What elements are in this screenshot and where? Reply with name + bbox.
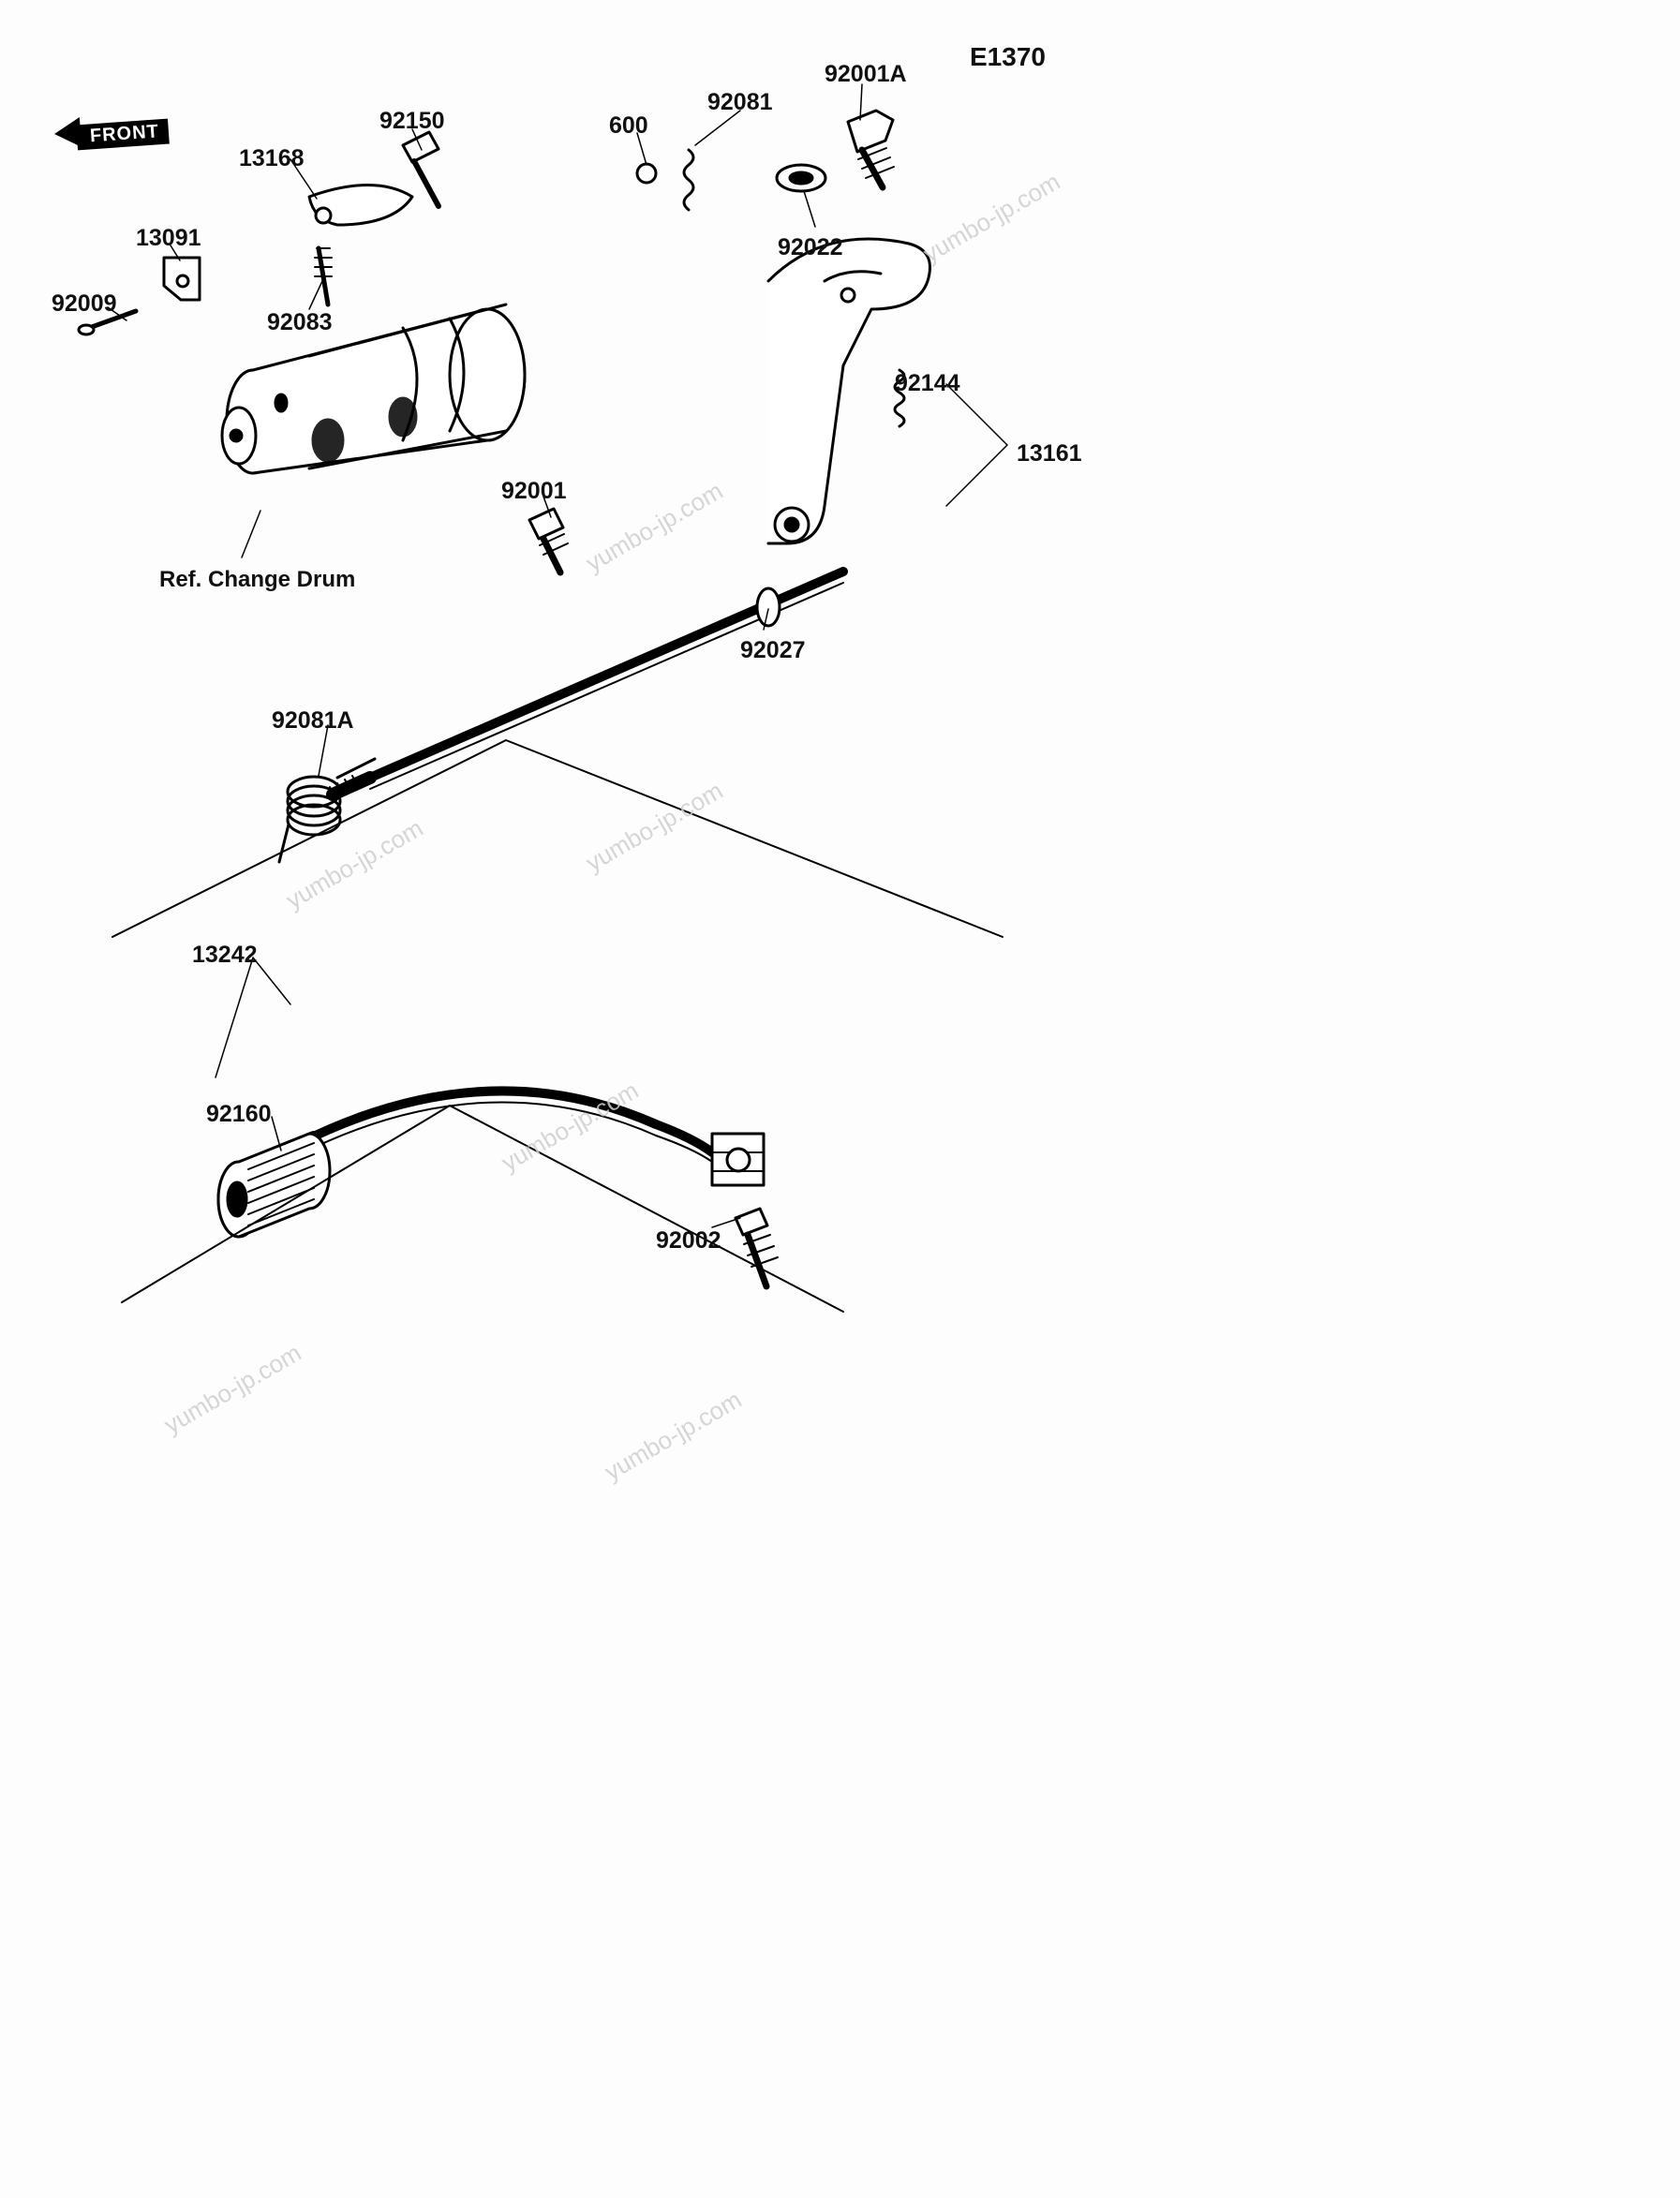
part-shift-shaft [330, 572, 843, 798]
part-13091-holder [164, 258, 200, 300]
callout-13091: 13091 [136, 225, 201, 252]
callout-92001: 92001 [501, 478, 567, 505]
callout-92081: 92081 [707, 89, 773, 116]
callout-92009: 92009 [52, 290, 117, 318]
part-92160-rubber [218, 1134, 330, 1237]
part-92083 [315, 248, 332, 304]
page-root: E1370 FRONT Ref. Change Drum 92150131686… [0, 0, 1680, 2198]
callout-92001a: 92001A [825, 61, 907, 88]
part-13242-pedal [281, 1091, 764, 1185]
callout-600: 600 [609, 112, 648, 140]
callout-92027: 92027 [740, 637, 806, 664]
ref-change-drum-text: Ref. Change Drum [159, 567, 355, 593]
page-code: E1370 [970, 42, 1046, 72]
callout-13161: 13161 [1017, 440, 1082, 468]
callout-13168: 13168 [239, 145, 305, 172]
callout-92002: 92002 [656, 1227, 721, 1255]
callout-92083: 92083 [267, 309, 333, 336]
part-13168-lever [309, 186, 412, 226]
part-600-ball [637, 164, 656, 183]
callout-92022: 92022 [778, 234, 843, 261]
parts-diagram [0, 0, 1115, 1439]
part-92001A-bolt [848, 111, 894, 187]
callout-13242: 13242 [192, 942, 258, 969]
callout-92150: 92150 [379, 108, 445, 135]
part-92081-spring [684, 150, 693, 210]
callout-92160: 92160 [206, 1101, 272, 1128]
part-92022-washer [777, 165, 825, 191]
callout-92144: 92144 [895, 370, 960, 397]
callout-92081a: 92081A [272, 707, 354, 735]
part-92001-bolt [529, 509, 568, 572]
